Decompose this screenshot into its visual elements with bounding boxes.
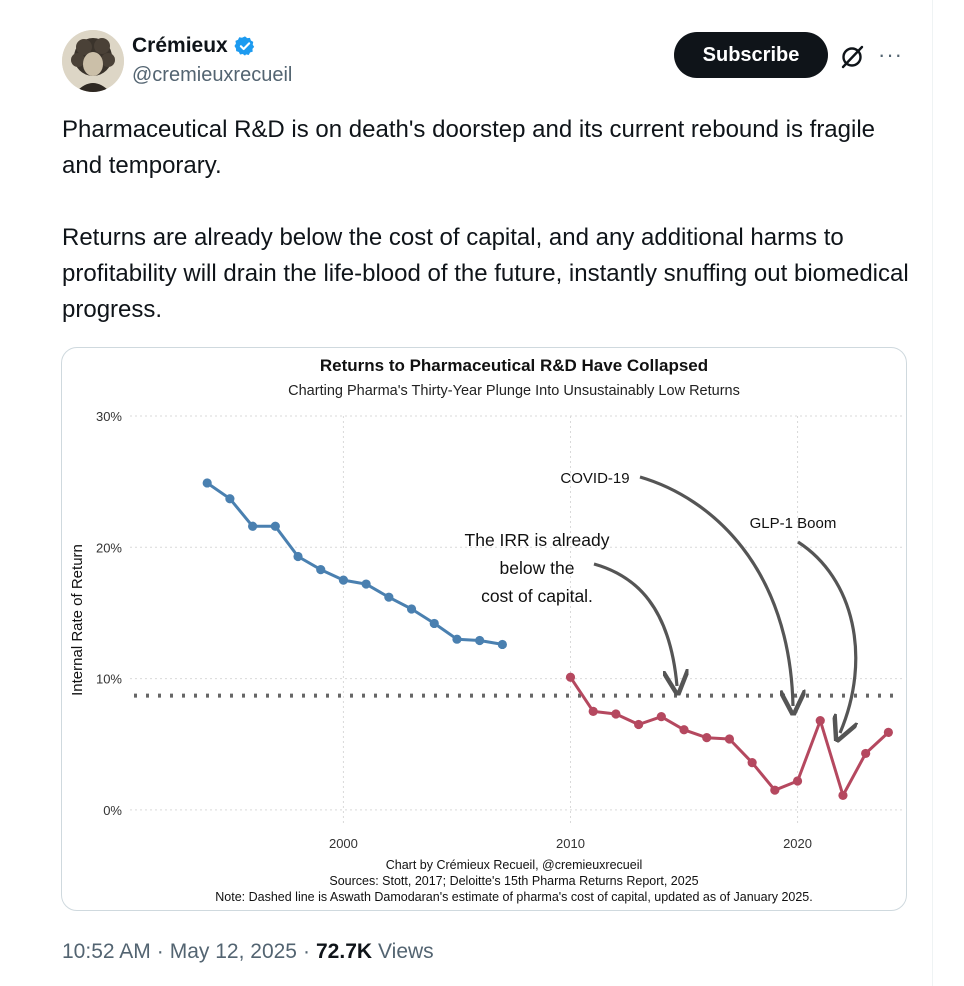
data-point xyxy=(565,672,576,682)
chart-caption-line-3: Note: Dashed line is Aswath Damodaran's … xyxy=(215,890,812,904)
y-tick-label: 20% xyxy=(96,540,122,555)
subscribe-button[interactable]: Subscribe xyxy=(674,32,828,78)
chart-ticks: 0% 10% 20% 30% 2000 2010 2020 xyxy=(96,409,812,851)
chart-caption-line-1: Chart by Crémieux Recueil, @cremieuxrecu… xyxy=(386,858,643,872)
data-point xyxy=(452,634,462,644)
data-point xyxy=(475,635,485,646)
data-point xyxy=(338,575,349,585)
data-point xyxy=(679,725,689,735)
y-tick-label: 10% xyxy=(96,672,122,687)
data-point xyxy=(588,706,598,717)
author-name[interactable]: Crémieux xyxy=(132,34,228,57)
tweet-time[interactable]: 10:52 AM xyxy=(62,940,151,963)
views-label: Views xyxy=(378,940,434,963)
irr-annotation-line-3: cost of capital. xyxy=(481,586,593,606)
grok-icon[interactable] xyxy=(838,43,866,71)
tweet-paragraph-2: Returns are already below the cost of ca… xyxy=(62,224,909,323)
data-point xyxy=(883,727,893,738)
data-point xyxy=(316,565,326,575)
chart-title: Returns to Pharmaceutical R&D Have Colla… xyxy=(320,356,708,375)
data-point xyxy=(361,579,371,589)
tweet-date[interactable]: May 12, 2025 xyxy=(169,940,297,963)
meta-separator: · xyxy=(303,940,310,963)
glp1-annotation: GLP-1 Boom xyxy=(750,515,837,532)
x-tick-label: 2020 xyxy=(783,836,812,851)
x-tick-label: 2010 xyxy=(556,836,585,851)
data-point xyxy=(815,715,825,726)
views-count: 72.7K xyxy=(316,940,373,963)
author-name-row: Crémieux xyxy=(132,34,256,58)
data-point xyxy=(384,592,394,602)
more-icon[interactable]: ··· xyxy=(878,42,903,67)
meta-separator: · xyxy=(156,940,164,963)
chart-subtitle: Charting Pharma's Thirty-Year Plunge Int… xyxy=(288,383,740,399)
data-point xyxy=(270,521,280,531)
data-point xyxy=(225,494,235,504)
irr-chart: Returns to Pharmaceutical R&D Have Colla… xyxy=(69,356,902,904)
y-axis-label: Internal Rate of Return xyxy=(69,544,86,696)
data-point xyxy=(248,521,258,531)
annotation-arrows xyxy=(593,475,856,733)
data-point xyxy=(656,712,666,722)
data-point xyxy=(634,719,644,730)
series-line xyxy=(206,481,503,646)
data-point xyxy=(747,758,757,768)
data-point xyxy=(838,790,848,801)
data-point xyxy=(770,785,780,795)
data-point xyxy=(611,709,621,719)
covid-arrow xyxy=(639,475,793,706)
avatar-image xyxy=(62,30,124,92)
author-handle[interactable]: @cremieuxrecueil xyxy=(132,64,293,86)
data-point xyxy=(497,639,507,650)
data-point xyxy=(202,478,212,488)
tweet-text: Pharmaceutical R&D is on death's doorste… xyxy=(62,112,912,328)
glp1-arrow xyxy=(797,540,856,733)
data-point xyxy=(406,604,417,614)
data-point xyxy=(702,733,712,743)
avatar[interactable] xyxy=(62,30,124,92)
chart-series xyxy=(202,478,893,801)
data-point xyxy=(724,734,735,744)
verified-badge-icon xyxy=(234,36,254,56)
y-tick-label: 30% xyxy=(96,409,122,424)
column-divider xyxy=(932,0,933,986)
irr-annotation-line-1: The IRR is already xyxy=(465,530,610,550)
tweet-paragraph-1: Pharmaceutical R&D is on death's doorste… xyxy=(62,116,876,179)
chart-caption-line-2: Sources: Stott, 2017; Deloitte's 15th Ph… xyxy=(329,874,698,888)
data-point xyxy=(293,551,303,562)
x-tick-label: 2000 xyxy=(329,836,358,851)
data-point xyxy=(429,618,439,629)
tweet-meta: 10:52 AM · May 12, 2025 · 72.7K Views xyxy=(62,940,434,964)
data-point xyxy=(861,748,871,759)
chart-image-card[interactable]: Returns to Pharmaceutical R&D Have Colla… xyxy=(61,347,907,911)
irr-arrow xyxy=(593,562,677,686)
irr-annotation-line-2: below the xyxy=(500,558,575,578)
chart-grid xyxy=(130,415,902,823)
covid-annotation: COVID-19 xyxy=(560,470,629,487)
data-point xyxy=(792,776,803,786)
y-tick-label: 0% xyxy=(103,803,122,818)
